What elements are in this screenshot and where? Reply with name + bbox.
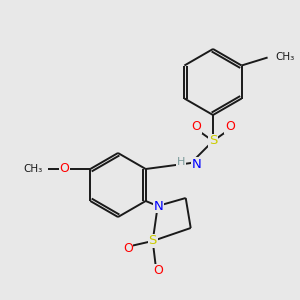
Text: O: O <box>225 121 235 134</box>
Text: N: N <box>192 158 202 170</box>
Text: S: S <box>209 134 217 148</box>
Text: H: H <box>177 157 185 167</box>
Text: O: O <box>191 121 201 134</box>
Text: CH₃: CH₃ <box>276 52 295 62</box>
Text: N: N <box>154 200 164 212</box>
Text: O: O <box>153 265 163 278</box>
Text: CH₃: CH₃ <box>23 164 42 174</box>
Text: O: O <box>59 163 69 176</box>
Text: S: S <box>148 235 157 248</box>
Text: O: O <box>123 242 133 256</box>
